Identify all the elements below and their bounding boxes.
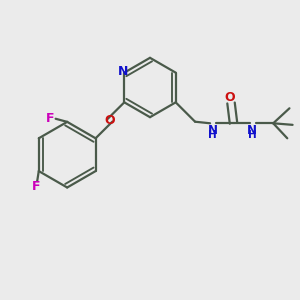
Text: N: N (208, 124, 218, 137)
Text: N: N (118, 64, 128, 78)
Text: O: O (224, 91, 235, 104)
Text: H: H (248, 130, 256, 140)
Text: N: N (247, 124, 257, 137)
Text: O: O (105, 114, 115, 127)
Text: H: H (208, 130, 217, 140)
Text: F: F (46, 112, 54, 125)
Text: F: F (32, 180, 40, 193)
